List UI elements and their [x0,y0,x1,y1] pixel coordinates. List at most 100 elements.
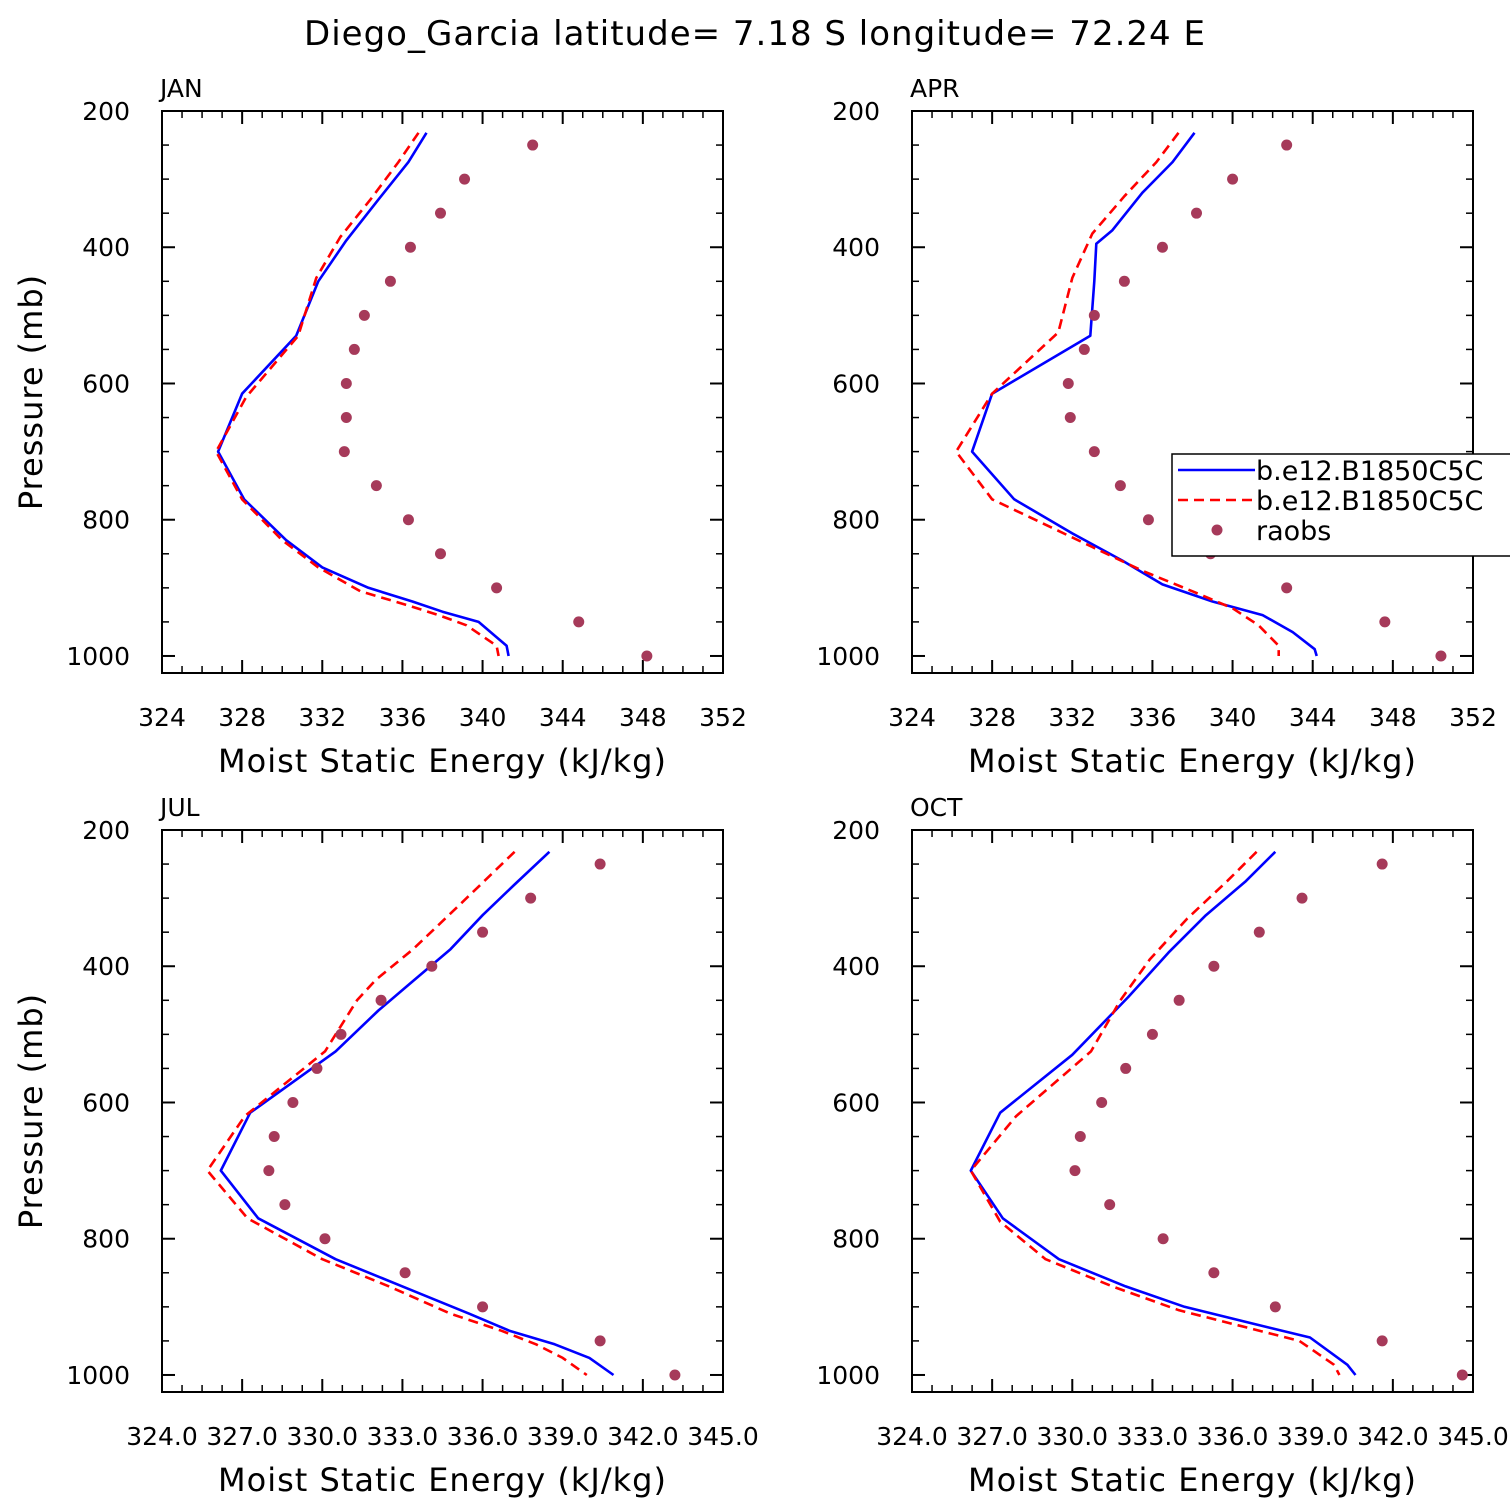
panel-jul: JUL 324.0 327.0 330.0 333.0 336.0 339.0 342.0 34… [12,793,759,1499]
y-tick-label: 800 [82,506,130,535]
raobs-point [527,139,539,151]
x-tick-label: 348 [1369,703,1417,732]
x-tick-label: 344 [1289,703,1337,732]
raobs-point [434,548,446,560]
panel-jan: JAN 324 328 332 336 340 344 348 352 200 400 600 800 1… [12,74,747,780]
y-tick-label: 1000 [66,1361,130,1390]
raobs-point [1435,650,1447,662]
x-tick-label: 332 [298,703,346,732]
raobs-point [319,1233,331,1245]
raobs-point [426,960,438,972]
series-raobs [1069,858,1468,1381]
y-tick-label: 1000 [816,1361,880,1390]
raobs-point [1096,1096,1108,1108]
legend-label: b.e12.B1850C5C [1256,456,1483,487]
panel-apr: APR 324 328 332 336 340 344 348 352 200 400 600 800 1… [816,74,1496,780]
raobs-point [1146,1028,1158,1040]
raobs-point [375,994,387,1006]
x-tick-label: 348 [619,703,667,732]
y-axis-title: Pressure (mb) [12,274,50,510]
y-tick-label: 800 [832,1225,880,1254]
raobs-point [340,377,352,389]
raobs-point [402,514,414,526]
x-tick-label: 339.0 [1277,1422,1349,1451]
series-line-solid [219,850,615,1377]
raobs-point [384,275,396,287]
x-tick-label: 342.0 [1357,1422,1429,1451]
x-axis-title: Moist Static Energy (kJ/kg) [968,1461,1417,1499]
raobs-point [1069,1165,1081,1177]
raobs-point [335,1028,347,1040]
panel-label: OCT [910,793,963,822]
panels-group: JAN 324 328 332 336 340 344 348 352 200 400 600 800 1… [12,74,1509,1499]
x-tick-label: 324.0 [876,1422,948,1451]
y-tick-label: 400 [82,233,130,262]
x-axis-title: Moist Static Energy (kJ/kg) [968,742,1417,780]
raobs-point [459,173,471,185]
raobs-point [1376,1335,1388,1347]
y-tick-label: 600 [82,369,130,398]
raobs-point [641,650,653,662]
raobs-point [1227,173,1239,185]
raobs-point [1142,514,1154,526]
raobs-point [1281,582,1293,594]
x-tick-label: 324 [138,703,186,732]
y-axis-title: Pressure (mb) [12,993,50,1229]
legend-label: raobs [1256,516,1331,547]
y-tick-label: 200 [82,97,130,126]
raobs-point [1156,241,1168,253]
series-line-solid [216,132,510,657]
x-tick-label: 344 [539,703,587,732]
y-tick-label: 600 [832,1088,880,1117]
x-tick-label: 333.0 [367,1422,439,1451]
raobs-point [1120,1062,1132,1074]
raobs-point [1456,1369,1468,1381]
x-tick-label: 328 [218,703,266,732]
x-tick-label: 330.0 [1036,1422,1108,1451]
legend-marker-raobs [1211,524,1223,536]
raobs-point [594,858,606,870]
series-line-dashed [214,132,500,657]
raobs-point [477,1301,489,1313]
raobs-point [1064,412,1076,424]
x-tick-label: 336.0 [447,1422,519,1451]
raobs-point [263,1165,275,1177]
series-line-dashed [969,850,1341,1376]
raobs-point [1062,377,1074,389]
x-axis-title: Moist Static Energy (kJ/kg) [218,742,667,780]
series-line-solid [970,132,1318,657]
x-tick-label: 330.0 [286,1422,358,1451]
raobs-point [358,309,370,321]
raobs-point [1118,275,1130,287]
raobs-point [338,446,350,458]
series-line-dashed [206,850,588,1377]
raobs-point [404,241,416,253]
raobs-point [1208,960,1220,972]
y-tick-label: 1000 [816,642,880,671]
series-raobs [263,858,681,1381]
raobs-point [1281,139,1293,151]
y-tick-label: 400 [82,952,130,981]
x-tick-label: 336.0 [1197,1422,1269,1451]
series-line-dashed [954,132,1280,656]
raobs-point [1088,446,1100,458]
x-tick-label: 328 [968,703,1016,732]
x-tick-label: 340 [1209,703,1257,732]
raobs-point [1078,343,1090,355]
raobs-point [434,207,446,219]
raobs-point [1253,926,1265,938]
raobs-point [1157,1233,1169,1245]
plot-frame [161,110,724,674]
y-tick-label: 200 [82,816,130,845]
raobs-point [1208,1267,1220,1279]
plot-frame [161,829,724,1393]
y-tick-label: 600 [832,369,880,398]
x-tick-label: 352 [1449,703,1497,732]
series-raobs [338,139,653,662]
raobs-point [669,1369,681,1381]
raobs-point [1296,892,1308,904]
x-tick-label: 324.0 [126,1422,198,1451]
legend-label: b.e12.B1850C5C [1256,486,1483,517]
raobs-point [399,1267,411,1279]
